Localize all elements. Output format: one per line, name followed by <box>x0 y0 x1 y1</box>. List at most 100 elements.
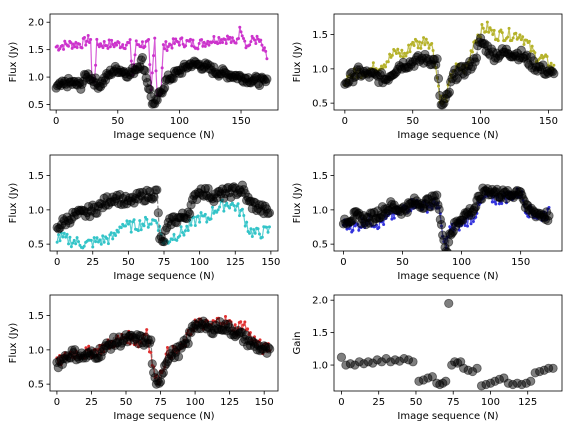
series-point <box>152 54 156 58</box>
series-point <box>549 61 553 65</box>
series-point <box>412 44 416 48</box>
series-point <box>351 228 355 232</box>
series-point <box>121 43 125 47</box>
series-point <box>91 245 95 249</box>
series-point <box>200 38 204 42</box>
series-point <box>481 26 485 30</box>
series-point <box>230 201 234 205</box>
series-point <box>193 224 197 228</box>
series-point <box>223 314 227 318</box>
series-point <box>253 231 257 235</box>
gain-point <box>526 376 536 386</box>
series-point <box>61 235 65 239</box>
series-point <box>191 38 195 42</box>
x-tick-label: 50 <box>396 257 409 268</box>
y-tick-label: 1.0 <box>28 345 44 356</box>
series-point <box>55 240 59 244</box>
series-point <box>218 41 222 45</box>
series-point <box>89 37 93 41</box>
x-axis-label: Image sequence (N) <box>113 271 214 282</box>
axes-frame <box>49 13 279 111</box>
series-point <box>525 38 529 42</box>
reference-point <box>146 335 156 345</box>
series-point <box>426 41 430 45</box>
series-point <box>101 46 105 50</box>
series-point <box>254 42 258 46</box>
series-point <box>519 38 523 42</box>
series-point <box>164 40 168 44</box>
series-point <box>170 46 174 50</box>
series-point <box>240 34 244 38</box>
series-point <box>552 63 556 67</box>
reference-point <box>203 183 213 194</box>
series-point <box>205 42 209 46</box>
series-point <box>184 44 188 48</box>
x-tick-label: 125 <box>226 257 245 268</box>
x-tick-label: 125 <box>518 397 537 408</box>
series-point <box>198 220 202 224</box>
series-point <box>490 200 494 204</box>
axes-frame <box>49 294 279 392</box>
series-point <box>133 53 137 57</box>
series-point <box>265 225 269 229</box>
series-point <box>142 224 146 228</box>
series-point <box>178 234 182 238</box>
series-point <box>101 234 105 238</box>
series-point <box>530 44 534 48</box>
series-point <box>215 210 219 214</box>
x-tick-label: 100 <box>481 397 500 408</box>
series-point <box>221 41 225 45</box>
y-tick-label: 1.0 <box>28 73 44 84</box>
series-point <box>65 232 69 236</box>
x-tick-label: 50 <box>410 397 423 408</box>
series-point <box>98 238 102 242</box>
series-point <box>212 211 216 215</box>
series-point <box>150 71 154 75</box>
x-tick-label: 150 <box>231 116 250 127</box>
series-point <box>189 223 193 227</box>
series-point <box>521 35 525 39</box>
series-point <box>533 51 537 55</box>
x-tick-label: 150 <box>539 116 558 127</box>
reference-point <box>471 53 482 63</box>
series-point <box>250 235 254 239</box>
series-point <box>469 222 473 226</box>
series-point <box>186 228 190 232</box>
subplot-5: 0 25 50 75 100 125 150 0.5 1.0 1.5 Image sequence … <box>8 294 279 422</box>
series-point <box>223 38 227 42</box>
gain-point <box>548 363 558 373</box>
series-point <box>182 233 186 237</box>
series-point <box>211 40 215 44</box>
series-point <box>487 30 491 34</box>
series-point <box>139 228 143 232</box>
reference-point <box>185 209 195 219</box>
y-tick-label: 0.5 <box>28 100 44 111</box>
x-tick-label: 50 <box>406 116 419 127</box>
series-point <box>177 43 181 47</box>
series-point <box>116 230 120 234</box>
series-point <box>388 52 392 56</box>
series-point <box>140 40 144 44</box>
series-point <box>62 47 66 51</box>
series-point <box>415 39 419 43</box>
series-point <box>485 20 489 24</box>
series-point <box>153 219 157 223</box>
series-point <box>420 41 424 45</box>
subplot-4: 0 50 100 150 0.5 1.0 1.5 Image sequence (N) Flux… <box>292 154 563 282</box>
series-point <box>403 51 407 55</box>
plot-area <box>51 25 272 109</box>
x-axis-label: Image sequence (N) <box>113 411 214 422</box>
series-point <box>239 30 243 34</box>
x-tick-label: 0 <box>53 116 59 127</box>
series-point <box>239 320 243 324</box>
series-point <box>180 36 184 40</box>
series-point <box>75 236 79 240</box>
reference-point <box>544 211 554 221</box>
series-point <box>197 41 201 45</box>
gain-point <box>441 376 451 386</box>
series-point <box>484 30 488 34</box>
y-tick-label: 0.5 <box>312 99 328 110</box>
series-point <box>176 40 180 44</box>
series-point <box>260 235 264 239</box>
gain-point <box>444 298 454 309</box>
